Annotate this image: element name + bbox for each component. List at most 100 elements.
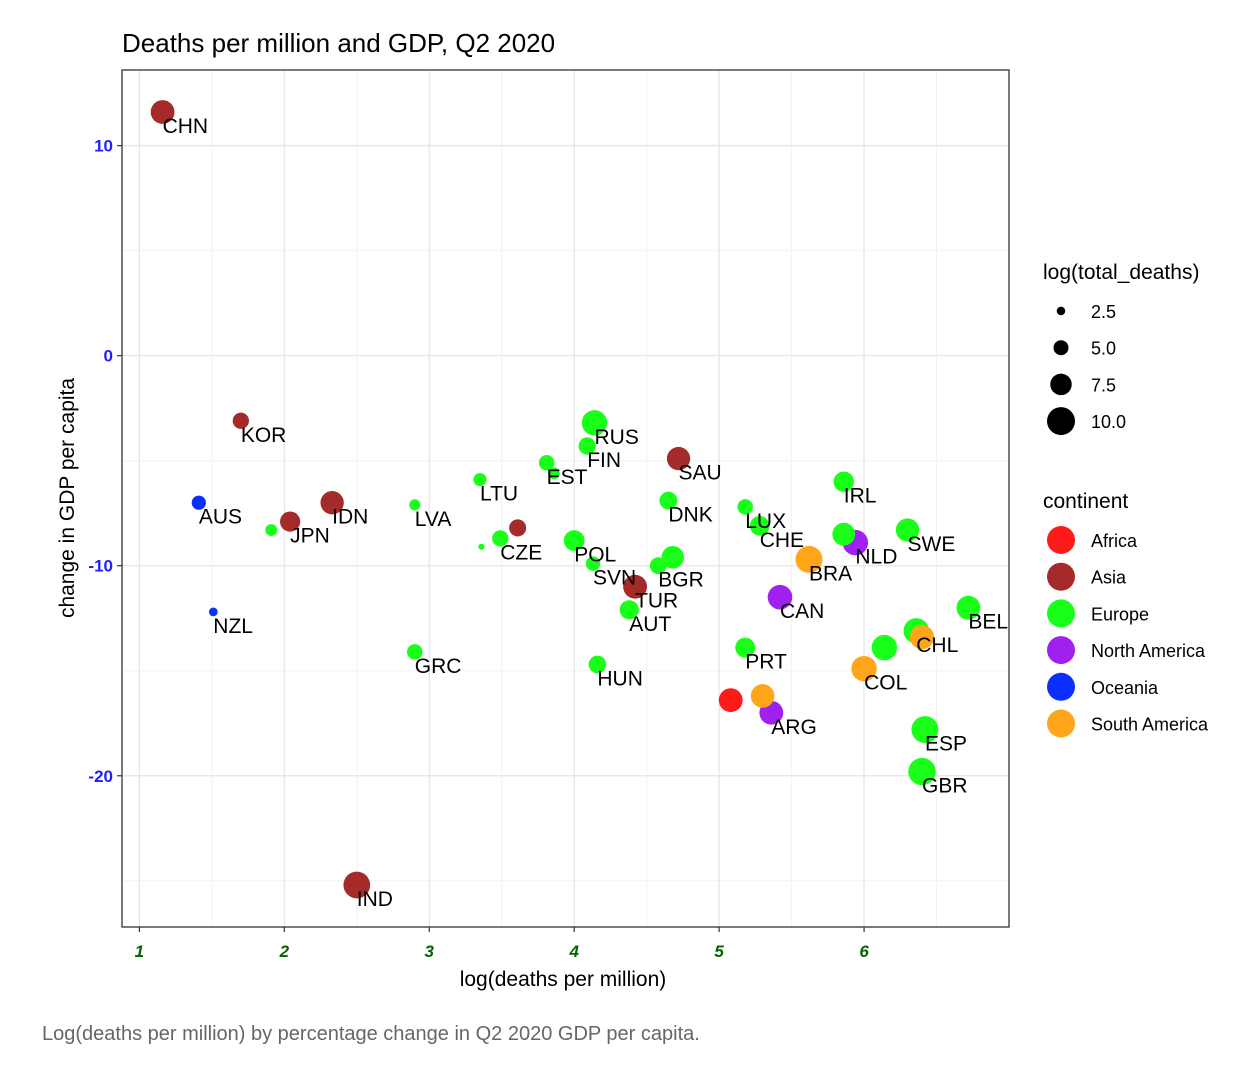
data-point-lux	[737, 499, 753, 515]
data-point	[871, 634, 898, 661]
point-label-bra: BRA	[809, 562, 852, 585]
data-point-kor	[232, 412, 249, 429]
data-point-col	[851, 655, 877, 682]
data-point	[547, 467, 560, 480]
data-point-ltu	[473, 473, 487, 487]
point-label-aus: AUS	[199, 506, 242, 529]
color-legend-title: continent	[1043, 490, 1128, 513]
y-tick-label: -20	[88, 767, 113, 786]
y-axis-title: change in GDP per capita	[56, 378, 79, 618]
data-point-dnk	[659, 491, 678, 510]
point-label-col: COL	[864, 672, 907, 695]
point-label-ind: IND	[357, 888, 393, 911]
point-label-jpn: JPN	[290, 525, 330, 548]
data-point-prt	[735, 637, 756, 658]
x-axis-ticks: 1 2 3 4 5 6	[135, 927, 869, 961]
point-label-nld: NLD	[855, 546, 897, 569]
color-legend-label: Oceania	[1091, 678, 1159, 698]
point-label-che: CHE	[760, 529, 804, 552]
point-label-hun: HUN	[597, 667, 643, 690]
data-point-esp	[911, 716, 939, 744]
point-label-aut: AUT	[629, 613, 671, 636]
data-point-aus	[191, 495, 206, 510]
point-label-est: EST	[547, 466, 588, 489]
y-tick-label: 10	[94, 137, 113, 156]
color-legend-key	[1047, 672, 1075, 701]
point-label-bgr: BGR	[658, 569, 704, 592]
data-point-gbr	[908, 757, 936, 786]
size-legend-key	[1056, 306, 1066, 316]
color-legend-key	[1047, 709, 1075, 738]
point-label-tur: TUR	[635, 590, 678, 613]
point-label-rus: RUS	[594, 426, 638, 449]
x-tick-label: 4	[568, 942, 579, 961]
x-tick-label: 5	[714, 942, 724, 961]
point-label-cze: CZE	[500, 541, 542, 564]
point-label-grc: GRC	[415, 655, 462, 678]
point-label-idn: IDN	[332, 506, 368, 529]
data-point	[265, 524, 278, 536]
data-point-idn	[320, 491, 344, 515]
color-legend: Africa Asia Europe North America Oceania Sout…	[1047, 526, 1209, 738]
size-legend-label: 2.5	[1091, 302, 1116, 322]
data-point	[832, 522, 856, 546]
chart-title: Deaths per million and GDP, Q2 2020	[122, 28, 555, 58]
color-legend-label: North America	[1091, 641, 1206, 661]
point-label-bel: BEL	[968, 611, 1008, 634]
color-legend-label: Africa	[1091, 531, 1138, 551]
point-label-gbr: GBR	[922, 775, 968, 798]
data-point-irl	[833, 471, 855, 492]
point-label-arg: ARG	[771, 716, 817, 739]
x-tick-label: 6	[859, 942, 869, 961]
data-point-grc	[407, 644, 423, 660]
size-legend-label: 7.5	[1091, 375, 1116, 395]
size-legend-label: 5.0	[1091, 339, 1116, 359]
size-legend-key	[1050, 373, 1072, 396]
point-label-chl: CHL	[916, 634, 958, 657]
data-point-jpn	[280, 511, 301, 532]
data-point-nzl	[208, 607, 218, 617]
point-label-lva: LVA	[415, 508, 452, 531]
x-tick-label: 1	[135, 942, 144, 961]
color-legend-label: Europe	[1091, 604, 1149, 624]
point-label-fin: FIN	[587, 449, 621, 472]
color-legend-label: Asia	[1091, 568, 1127, 588]
size-legend-label: 10.0	[1091, 412, 1126, 432]
point-label-prt: PRT	[745, 651, 787, 674]
color-legend-key	[1047, 599, 1075, 628]
size-legend-key	[1053, 340, 1069, 356]
data-point-ind	[343, 871, 371, 899]
data-point-tur	[623, 574, 647, 599]
size-legend: 2.5 5.0 7.5 10.0	[1047, 302, 1126, 436]
data-point	[661, 546, 685, 569]
point-label-ltu: LTU	[480, 483, 518, 506]
x-tick-label: 3	[425, 942, 435, 961]
grid-lines	[122, 70, 1009, 927]
point-label-swe: SWE	[908, 533, 956, 556]
x-axis-title: log(deaths per million)	[460, 968, 667, 991]
data-point-est	[538, 455, 555, 471]
data-point-swe	[895, 518, 920, 542]
point-label-svn: SVN	[593, 567, 636, 590]
point-label-dnk: DNK	[668, 504, 712, 527]
size-legend-title: log(total_deaths)	[1043, 261, 1199, 284]
point-label-irl: IRL	[844, 485, 877, 508]
data-point-cze	[492, 530, 509, 547]
data-point-svn	[585, 556, 601, 571]
point-label-lux: LUX	[745, 510, 786, 533]
plot-border	[121, 69, 1010, 928]
y-axis-ticks: 10 0 -10 -20	[88, 137, 122, 786]
point-label-esp: ESP	[925, 733, 967, 756]
data-point-bra	[795, 545, 823, 573]
point-label-can: CAN	[780, 600, 824, 623]
point-label-sau: SAU	[679, 462, 722, 485]
y-tick-label: -10	[88, 557, 113, 576]
color-legend-key	[1047, 526, 1075, 554]
color-legend-key	[1047, 562, 1075, 591]
data-point	[478, 543, 485, 550]
data-point	[909, 625, 935, 650]
data-point-bel	[956, 595, 981, 620]
data-point-bgr	[649, 557, 667, 575]
